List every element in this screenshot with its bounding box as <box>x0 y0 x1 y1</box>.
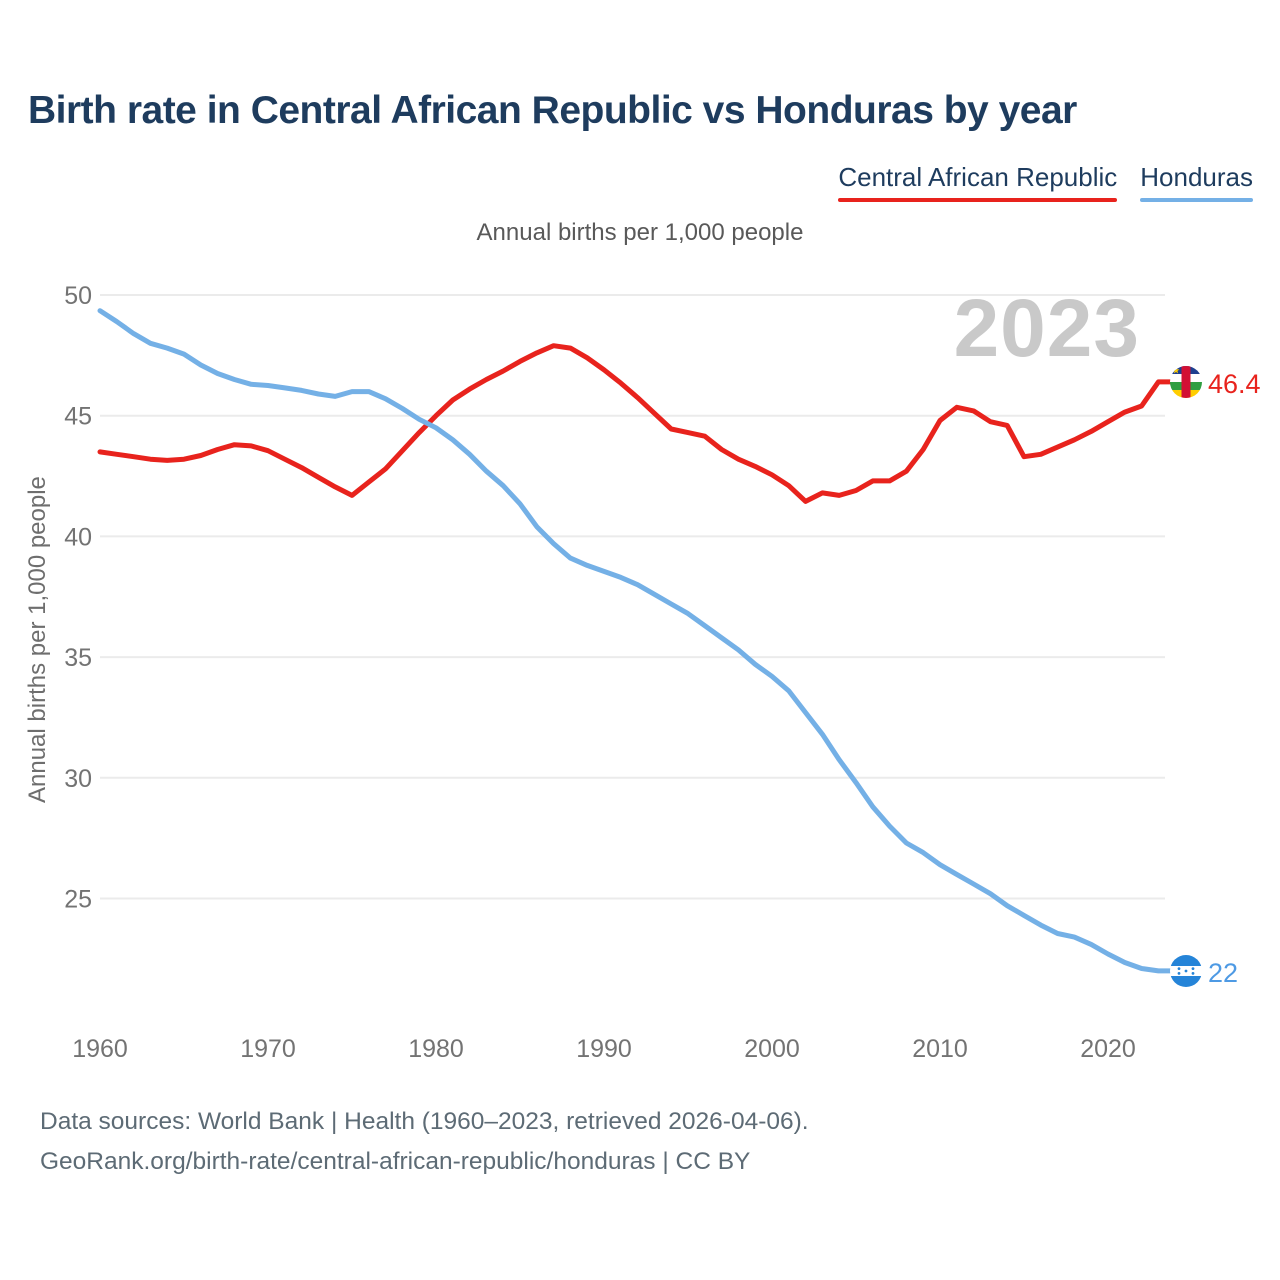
x-tick-label: 2010 <box>912 1035 968 1063</box>
legend-label-central-african-republic: Central African Republic <box>838 162 1118 192</box>
y-tick-label: 30 <box>64 765 92 793</box>
central-african-republic-flag-icon <box>1170 366 1202 398</box>
legend-label-honduras: Honduras <box>1140 162 1253 192</box>
y-tick-label: 40 <box>64 523 92 551</box>
x-tick-label: 1960 <box>72 1035 128 1063</box>
legend-item-honduras[interactable]: Honduras <box>1140 162 1253 202</box>
honduras-end-value-label: 22 <box>1208 958 1239 988</box>
honduras-line <box>97 308 1174 974</box>
y-tick-label: 25 <box>64 886 92 914</box>
car-end-value-label: 46.4 <box>1208 369 1261 399</box>
x-tick-label: 2000 <box>744 1035 800 1063</box>
x-tick-label: 1990 <box>576 1035 632 1063</box>
legend-item-central-african-republic[interactable]: Central African Republic <box>838 162 1118 202</box>
honduras-flag-icon <box>1170 955 1202 987</box>
x-tick-label: 1970 <box>240 1035 296 1063</box>
watermark-year: 2023 <box>953 283 1140 374</box>
x-tick-label: 2020 <box>1080 1035 1136 1063</box>
legend: Central African Republic Honduras <box>838 162 1253 202</box>
data-sources-line: Data sources: World Bank | Health (1960–… <box>40 1108 809 1135</box>
legend-underline-car <box>838 198 1118 202</box>
y-axis-label: Annual births per 1,000 people <box>24 476 51 804</box>
legend-underline-honduras <box>1140 198 1253 202</box>
x-tick-label: 1980 <box>408 1035 464 1063</box>
y-tick-label: 50 <box>64 282 92 310</box>
y-tick-label: 35 <box>64 644 92 672</box>
page-title: Birth rate in Central African Republic v… <box>28 89 1077 132</box>
car-line <box>97 343 1174 504</box>
chart-subtitle: Annual births per 1,000 people <box>476 219 804 246</box>
y-tick-label: 45 <box>64 403 92 431</box>
georank-url-line: GeoRank.org/birth-rate/central-african-r… <box>40 1148 751 1175</box>
source-attribution: Data sources: World Bank | Health (1960–… <box>40 1102 809 1182</box>
